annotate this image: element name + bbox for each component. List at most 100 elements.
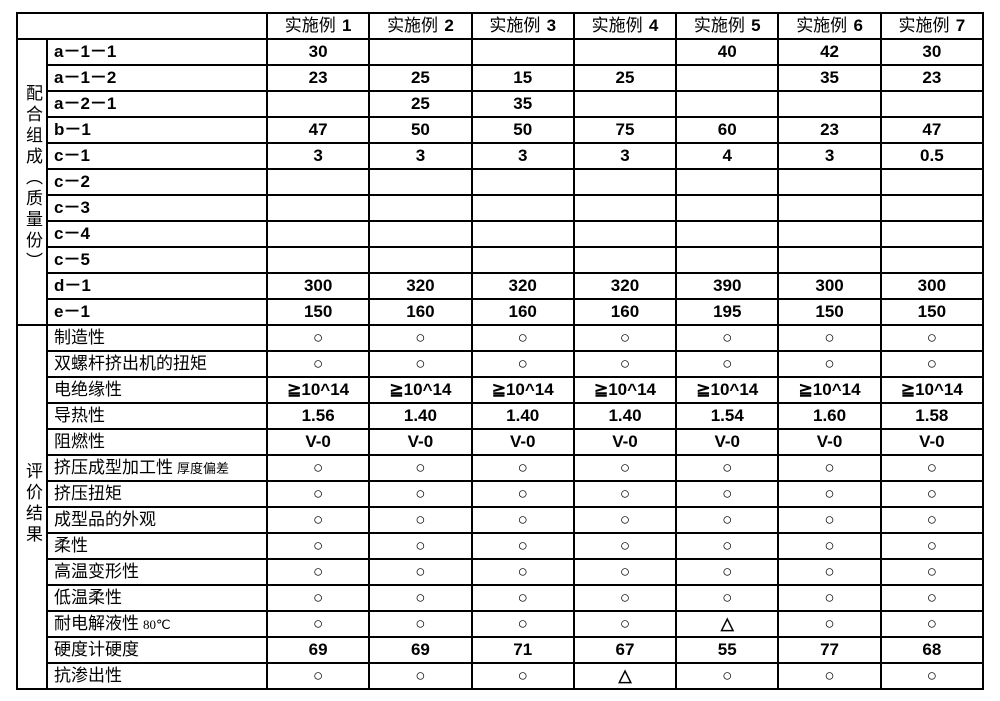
data-cell: ○ xyxy=(472,585,574,611)
row-label: 电绝缘性 xyxy=(47,377,267,403)
table-body: 配合组成（质量份）a－1－130404230a－1－2232515253523a… xyxy=(17,39,983,689)
data-cell: ≧10^14 xyxy=(574,377,676,403)
data-cell: V-0 xyxy=(778,429,880,455)
table-row: 双螺杆挤出机的扭矩○○○○○○○ xyxy=(17,351,983,377)
data-cell: 23 xyxy=(267,65,369,91)
data-cell xyxy=(881,169,983,195)
data-cell: 75 xyxy=(574,117,676,143)
table-row: b－147505075602347 xyxy=(17,117,983,143)
header-row: 实施例 1实施例 2实施例 3实施例 4实施例 5实施例 6实施例 7 xyxy=(17,13,983,39)
data-cell: ○ xyxy=(472,559,574,585)
column-header: 实施例 5 xyxy=(676,13,778,39)
data-cell: ○ xyxy=(778,533,880,559)
data-cell: 3 xyxy=(369,143,471,169)
data-cell: 30 xyxy=(267,39,369,65)
data-cell: ○ xyxy=(267,351,369,377)
page: 实施例 1实施例 2实施例 3实施例 4实施例 5实施例 6实施例 7 配合组成… xyxy=(0,0,1000,701)
data-cell: ○ xyxy=(676,585,778,611)
column-header-text: 实施例 xyxy=(796,16,847,35)
data-cell xyxy=(881,247,983,273)
data-cell: 150 xyxy=(881,299,983,325)
column-header: 实施例 2 xyxy=(369,13,471,39)
data-cell: 50 xyxy=(472,117,574,143)
data-cell: 42 xyxy=(778,39,880,65)
row-label: a－1－2 xyxy=(47,65,267,91)
data-cell xyxy=(369,221,471,247)
row-label: 成型品的外观 xyxy=(47,507,267,533)
data-cell: ○ xyxy=(881,663,983,689)
data-cell: ○ xyxy=(574,533,676,559)
data-cell: ○ xyxy=(881,351,983,377)
data-cell: ○ xyxy=(267,507,369,533)
data-cell: ○ xyxy=(574,351,676,377)
table-row: a－2－12535 xyxy=(17,91,983,117)
data-cell: 1.56 xyxy=(267,403,369,429)
data-cell: ○ xyxy=(369,325,471,351)
data-cell: ○ xyxy=(574,559,676,585)
row-label-text: 高温变形性 xyxy=(54,562,139,581)
data-cell: ○ xyxy=(676,481,778,507)
column-header: 实施例 1 xyxy=(267,13,369,39)
data-cell xyxy=(267,169,369,195)
row-label-text: a－1－1 xyxy=(54,42,116,61)
section-header: 评价结果 xyxy=(17,325,47,689)
column-header-text: 实施例 xyxy=(387,16,438,35)
data-cell: 300 xyxy=(881,273,983,299)
section-header: 配合组成（质量份） xyxy=(17,39,47,325)
section-header-text: 配合组成（质量份） xyxy=(21,84,43,273)
data-cell: ○ xyxy=(267,455,369,481)
column-header-number: 3 xyxy=(547,16,556,35)
data-cell: ≧10^14 xyxy=(267,377,369,403)
data-cell: 300 xyxy=(267,273,369,299)
data-cell: ○ xyxy=(369,507,471,533)
data-cell: 1.40 xyxy=(369,403,471,429)
data-cell: 1.58 xyxy=(881,403,983,429)
data-cell: △ xyxy=(574,663,676,689)
data-cell xyxy=(676,195,778,221)
data-cell: 25 xyxy=(369,65,471,91)
data-cell: ○ xyxy=(574,611,676,637)
data-cell: V-0 xyxy=(881,429,983,455)
row-label-text: 抗渗出性 xyxy=(54,666,122,685)
data-cell: 160 xyxy=(369,299,471,325)
row-label-text: 硬度计硬度 xyxy=(54,640,139,659)
row-label-text: c－1 xyxy=(54,146,90,165)
data-cell: 1.60 xyxy=(778,403,880,429)
data-cell: ○ xyxy=(267,559,369,585)
row-label-text: e－1 xyxy=(54,302,90,321)
row-label-suffix: 80℃ xyxy=(143,617,171,632)
data-cell: 320 xyxy=(472,273,574,299)
data-cell: ≧10^14 xyxy=(676,377,778,403)
data-cell: 160 xyxy=(574,299,676,325)
row-label: c－2 xyxy=(47,169,267,195)
data-cell xyxy=(472,169,574,195)
column-header-number: 5 xyxy=(751,16,760,35)
data-cell: 47 xyxy=(881,117,983,143)
data-cell xyxy=(676,91,778,117)
data-cell xyxy=(472,247,574,273)
data-cell: ○ xyxy=(267,533,369,559)
data-cell: ○ xyxy=(369,455,471,481)
row-label-text: 双螺杆挤出机的扭矩 xyxy=(54,354,207,373)
table-head: 实施例 1实施例 2实施例 3实施例 4实施例 5实施例 6实施例 7 xyxy=(17,13,983,39)
row-label: a－2－1 xyxy=(47,91,267,117)
data-table: 实施例 1实施例 2实施例 3实施例 4实施例 5实施例 6实施例 7 配合组成… xyxy=(16,12,984,690)
data-cell: ○ xyxy=(472,533,574,559)
data-cell xyxy=(676,169,778,195)
data-cell xyxy=(881,195,983,221)
data-cell: 3 xyxy=(267,143,369,169)
data-cell: 4 xyxy=(676,143,778,169)
data-cell xyxy=(778,169,880,195)
data-cell: ○ xyxy=(267,481,369,507)
data-cell xyxy=(574,195,676,221)
data-cell xyxy=(472,221,574,247)
data-cell: 1.40 xyxy=(472,403,574,429)
data-cell: ○ xyxy=(881,533,983,559)
data-cell: ○ xyxy=(574,325,676,351)
data-cell: 35 xyxy=(472,91,574,117)
data-cell: 3 xyxy=(574,143,676,169)
data-cell: ○ xyxy=(676,559,778,585)
data-cell: ○ xyxy=(778,585,880,611)
table-row: c－13333430.5 xyxy=(17,143,983,169)
data-cell: ○ xyxy=(778,481,880,507)
